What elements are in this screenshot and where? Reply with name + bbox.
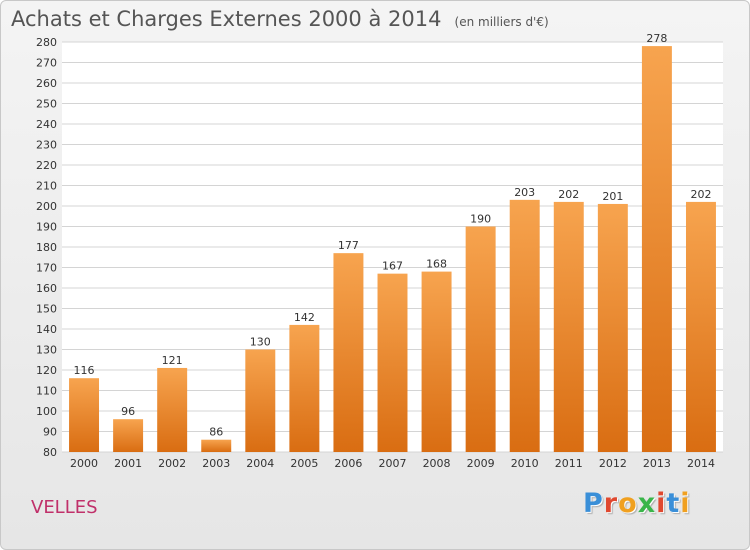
x-tick-label: 2014	[687, 457, 715, 470]
x-tick-label: 2002	[158, 457, 186, 470]
logo-letter: P	[583, 488, 604, 519]
logo-letter: x	[637, 488, 657, 519]
data-label: 121	[162, 354, 183, 367]
bar-2011	[553, 201, 584, 452]
logo-letter: o	[618, 488, 638, 519]
data-label: 202	[558, 188, 579, 201]
x-tick-label: 2003	[202, 457, 230, 470]
bar-2008	[421, 271, 452, 452]
y-tick-label: 140	[36, 323, 57, 336]
bar-2001	[113, 419, 144, 452]
y-tick-label: 280	[36, 36, 57, 49]
x-tick-label: 2013	[643, 457, 671, 470]
data-labels: 116 96 121 86 130 142 177 167 168 190 203 202 201 278…	[74, 32, 712, 439]
title-row: Achats et Charges Externes 2000 à 2014 (…	[11, 7, 549, 31]
bar-2013	[641, 46, 672, 452]
logo-letter: i	[656, 488, 667, 519]
location-label: VELLES	[31, 497, 98, 518]
bar-2003	[201, 439, 232, 452]
chart-subtitle: (en milliers d'€)	[454, 15, 549, 29]
y-tick-label: 150	[36, 303, 57, 316]
bar-2006	[333, 253, 364, 452]
x-tick-label: 2007	[379, 457, 407, 470]
bar-2012	[597, 203, 628, 452]
x-tick-label: 2009	[467, 457, 495, 470]
y-tick-label: 190	[36, 221, 57, 234]
bar-2014	[685, 201, 716, 452]
x-tick-label: 2005	[290, 457, 318, 470]
y-axis-ticks: 80 90 100 110 120 130 140 150 160 170 180 190 200 210…	[36, 36, 57, 459]
y-tick-label: 100	[36, 405, 57, 418]
bar-2002	[157, 367, 188, 452]
y-tick-label: 270	[36, 57, 57, 70]
data-label: 278	[646, 32, 667, 45]
data-label: 202	[690, 188, 711, 201]
proxiti-logo[interactable]: Proxiti	[583, 488, 691, 519]
bar-2010	[509, 199, 540, 452]
x-tick-label: 2004	[246, 457, 274, 470]
logo-letter: i	[680, 488, 691, 519]
y-tick-label: 210	[36, 180, 57, 193]
data-label: 86	[209, 426, 223, 439]
x-tick-label: 2010	[511, 457, 539, 470]
y-tick-label: 170	[36, 262, 57, 275]
x-tick-label: 2011	[555, 457, 583, 470]
data-label: 116	[74, 364, 95, 377]
x-tick-label: 2000	[70, 457, 98, 470]
bar-2004	[245, 349, 276, 452]
data-label: 177	[338, 239, 359, 252]
data-label: 203	[514, 186, 535, 199]
data-label: 201	[602, 190, 623, 203]
data-label: 96	[121, 405, 135, 418]
bar-2000	[69, 378, 100, 452]
y-tick-label: 160	[36, 282, 57, 295]
data-label: 167	[382, 260, 403, 273]
logo-letter: r	[603, 488, 619, 519]
data-label: 130	[250, 336, 271, 349]
y-tick-label: 120	[36, 364, 57, 377]
bars	[69, 46, 716, 452]
x-tick-label: 2012	[599, 457, 627, 470]
y-tick-label: 110	[36, 385, 57, 398]
bar-2005	[289, 324, 320, 452]
y-tick-label: 80	[43, 446, 57, 459]
bar-2009	[465, 226, 496, 452]
x-tick-label: 2001	[114, 457, 142, 470]
x-axis-ticks: 2000 2001 2002 2003 2004 2005 2006 2007 2008 2009…	[70, 457, 715, 470]
y-tick-label: 220	[36, 159, 57, 172]
data-label: 190	[470, 213, 491, 226]
bar-2007	[377, 273, 408, 452]
y-tick-label: 200	[36, 200, 57, 213]
y-tick-label: 250	[36, 98, 57, 111]
chart-title: Achats et Charges Externes 2000 à 2014	[11, 7, 442, 31]
data-label: 168	[426, 258, 447, 271]
data-label: 142	[294, 311, 315, 324]
x-tick-label: 2006	[334, 457, 362, 470]
y-tick-label: 130	[36, 344, 57, 357]
y-tick-label: 240	[36, 118, 57, 131]
y-tick-label: 180	[36, 241, 57, 254]
y-tick-label: 230	[36, 139, 57, 152]
logo-letter: t	[666, 488, 681, 519]
y-tick-label: 90	[43, 426, 57, 439]
x-tick-label: 2008	[423, 457, 451, 470]
y-tick-label: 260	[36, 77, 57, 90]
